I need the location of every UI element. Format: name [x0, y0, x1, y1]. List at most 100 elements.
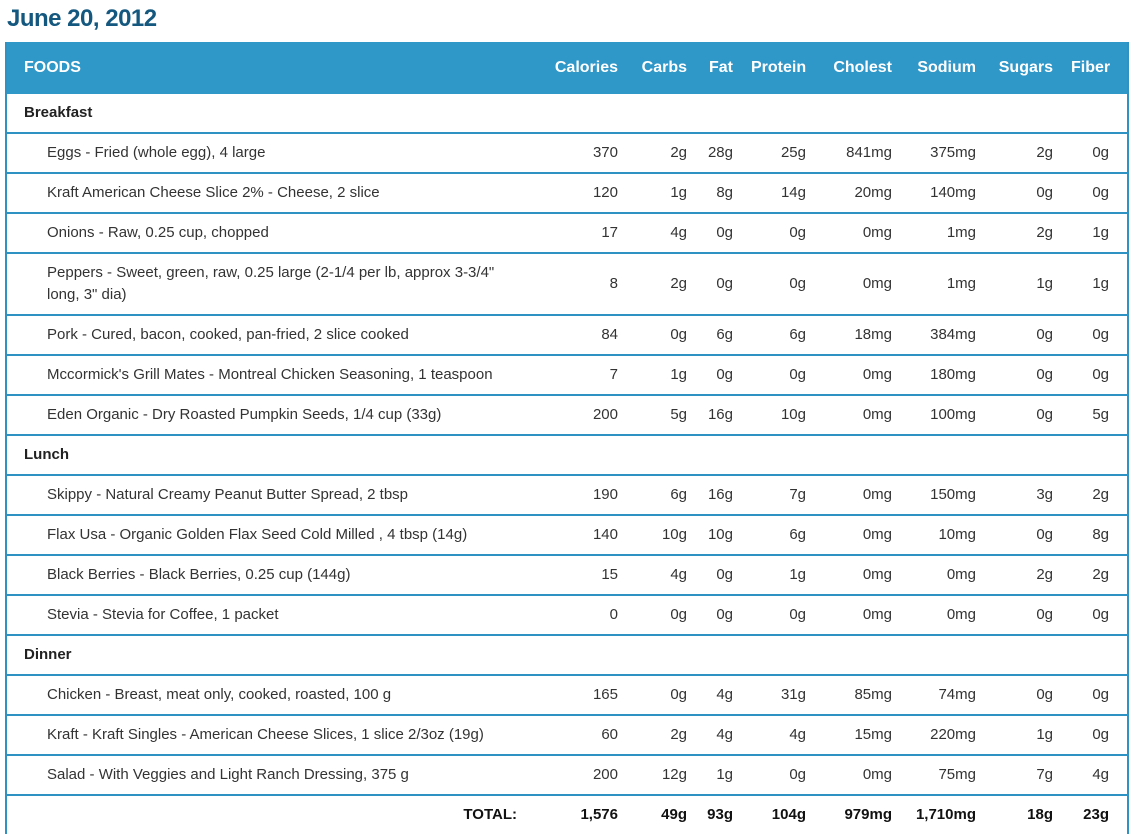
nutrient-value: 370: [531, 132, 636, 173]
nutrient-value: 0g: [994, 514, 1071, 555]
nutrient-value: 2g: [994, 554, 1071, 595]
nutrient-value: 14g: [751, 172, 824, 213]
nutrient-value: 1mg: [910, 212, 994, 253]
section-title: Dinner: [6, 634, 1128, 675]
food-row: Pork - Cured, bacon, cooked, pan-fried, …: [6, 314, 1128, 355]
nutrient-value: 2g: [1071, 474, 1128, 515]
nutrient-value: 0g: [1071, 314, 1128, 355]
nutrient-value: 85mg: [824, 674, 910, 715]
nutrient-value: 12g: [636, 754, 705, 795]
nutrient-value: 6g: [636, 474, 705, 515]
column-header-cholest: Cholest: [824, 42, 910, 94]
column-header-calories: Calories: [531, 42, 636, 94]
food-name-cell: Black Berries - Black Berries, 0.25 cup …: [6, 554, 531, 595]
nutrient-value: 6g: [705, 314, 751, 355]
section-header-row: Breakfast: [6, 94, 1128, 133]
nutrient-value: 0mg: [824, 514, 910, 555]
nutrient-value: 0g: [705, 594, 751, 635]
nutrient-value: 1g: [1071, 212, 1128, 253]
nutrient-value: 7: [531, 354, 636, 395]
food-name: Mccormick's Grill Mates - Montreal Chick…: [47, 366, 493, 383]
nutrient-value: 8g: [705, 172, 751, 213]
nutrient-value: 0g: [1071, 594, 1128, 635]
nutrition-table: FOODS Calories Carbs Fat Protein Cholest…: [5, 42, 1129, 834]
nutrient-value: 1mg: [910, 252, 994, 315]
nutrient-value: 0mg: [824, 474, 910, 515]
food-row: Kraft - Kraft Singles - American Cheese …: [6, 714, 1128, 755]
nutrient-value: 0g: [705, 252, 751, 315]
nutrient-value: 0g: [1071, 674, 1128, 715]
nutrient-value: 0g: [1071, 132, 1128, 173]
food-name: Peppers - Sweet, green, raw, 0.25 large …: [47, 264, 495, 303]
total-label: TOTAL:: [6, 794, 531, 834]
food-name: Onions - Raw, 0.25 cup, chopped: [47, 224, 269, 241]
nutrient-value: 6g: [751, 514, 824, 555]
nutrient-value: 120: [531, 172, 636, 213]
nutrient-value: 0mg: [910, 594, 994, 635]
nutrient-value: 190: [531, 474, 636, 515]
nutrient-value: 18mg: [824, 314, 910, 355]
total-value: 93g: [705, 794, 751, 834]
food-name: Stevia - Stevia for Coffee, 1 packet: [47, 606, 279, 623]
food-name-cell: Salad - With Veggies and Light Ranch Dre…: [6, 754, 531, 795]
nutrient-value: 0g: [636, 674, 705, 715]
nutrient-value: 150mg: [910, 474, 994, 515]
nutrient-value: 140: [531, 514, 636, 555]
nutrient-value: 8: [531, 252, 636, 315]
food-name-cell: Eden Organic - Dry Roasted Pumpkin Seeds…: [6, 394, 531, 435]
column-header-protein: Protein: [751, 42, 824, 94]
nutrient-value: 0mg: [824, 212, 910, 253]
nutrient-value: 20mg: [824, 172, 910, 213]
total-row: TOTAL: 1,576 49g 93g 104g 979mg 1,710mg 18g 23g: [6, 794, 1128, 834]
food-row: Skippy - Natural Creamy Peanut Butter Sp…: [6, 474, 1128, 515]
nutrient-value: 3g: [994, 474, 1071, 515]
section-header-row: Lunch: [6, 434, 1128, 475]
food-name: Chicken - Breast, meat only, cooked, roa…: [47, 686, 392, 703]
section-title: Lunch: [6, 434, 1128, 475]
nutrient-value: 8g: [1071, 514, 1128, 555]
nutrient-value: 10g: [636, 514, 705, 555]
nutrient-value: 4g: [1071, 754, 1128, 795]
nutrient-value: 140mg: [910, 172, 994, 213]
food-name-cell: Kraft American Cheese Slice 2% - Cheese,…: [6, 172, 531, 213]
nutrient-value: 1g: [1071, 252, 1128, 315]
food-name-cell: Mccormick's Grill Mates - Montreal Chick…: [6, 354, 531, 395]
nutrient-value: 200: [531, 754, 636, 795]
nutrient-value: 0mg: [824, 394, 910, 435]
nutrient-value: 0mg: [824, 754, 910, 795]
nutrient-value: 0mg: [910, 554, 994, 595]
nutrient-value: 180mg: [910, 354, 994, 395]
nutrient-value: 2g: [636, 132, 705, 173]
total-value: 49g: [636, 794, 705, 834]
nutrient-value: 0g: [751, 252, 824, 315]
nutrient-value: 84: [531, 314, 636, 355]
food-name: Pork - Cured, bacon, cooked, pan-fried, …: [47, 326, 409, 343]
table-body: Breakfast Eggs - Fried (whole egg), 4 lar…: [6, 94, 1128, 834]
nutrient-value: 0g: [994, 314, 1071, 355]
section-header-row: Dinner: [6, 634, 1128, 675]
nutrient-value: 0g: [705, 354, 751, 395]
nutrient-value: 4g: [636, 212, 705, 253]
food-row: Eggs - Fried (whole egg), 4 large 370 2g 28…: [6, 132, 1128, 173]
nutrient-value: 1g: [636, 354, 705, 395]
header-row: FOODS Calories Carbs Fat Protein Cholest…: [6, 42, 1128, 94]
nutrient-value: 31g: [751, 674, 824, 715]
nutrient-value: 7g: [751, 474, 824, 515]
total-value: 1,576: [531, 794, 636, 834]
food-name-cell: Kraft - Kraft Singles - American Cheese …: [6, 714, 531, 755]
nutrient-value: 74mg: [910, 674, 994, 715]
nutrient-value: 0g: [751, 754, 824, 795]
nutrient-value: 0: [531, 594, 636, 635]
nutrient-value: 5g: [1071, 394, 1128, 435]
nutrient-value: 4g: [705, 674, 751, 715]
nutrient-value: 0g: [705, 554, 751, 595]
total-value: 18g: [994, 794, 1071, 834]
column-header-sodium: Sodium: [910, 42, 994, 94]
column-header-fat: Fat: [705, 42, 751, 94]
food-row: Flax Usa - Organic Golden Flax Seed Cold…: [6, 514, 1128, 555]
nutrient-value: 841mg: [824, 132, 910, 173]
food-name-cell: Eggs - Fried (whole egg), 4 large: [6, 132, 531, 173]
nutrient-value: 0g: [636, 594, 705, 635]
food-row: Black Berries - Black Berries, 0.25 cup …: [6, 554, 1128, 595]
nutrient-value: 220mg: [910, 714, 994, 755]
